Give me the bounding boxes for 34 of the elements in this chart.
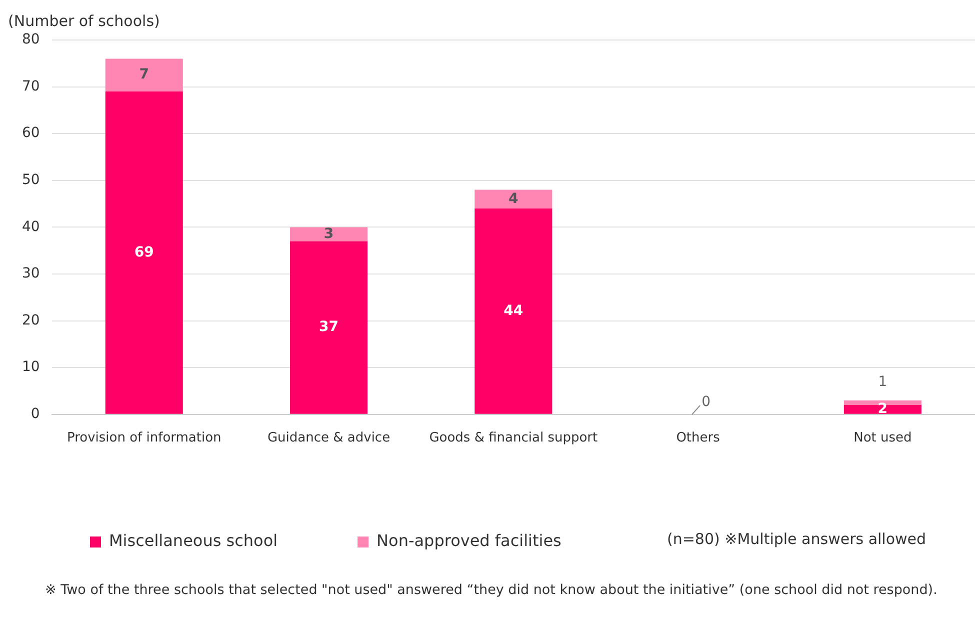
- y-tick-label: 60: [22, 125, 40, 142]
- data-label: 37: [319, 319, 339, 336]
- x-tick-label: Goods & financial support: [429, 430, 598, 446]
- x-tick-label: Others: [676, 430, 720, 446]
- bar: [290, 241, 368, 414]
- data-label: 1: [878, 374, 888, 390]
- x-tick-label: Provision of information: [66, 430, 222, 446]
- y-tick-label: 40: [22, 218, 40, 235]
- y-tick-label: 30: [22, 266, 40, 282]
- x-tick-label: Guidance & advice: [267, 430, 390, 446]
- data-label: 44: [504, 302, 524, 319]
- data-label: 2: [878, 401, 888, 418]
- legend-label: Non-approved facilities: [376, 531, 562, 550]
- data-label: 7: [139, 66, 150, 83]
- data-label: 4: [508, 190, 519, 207]
- data-label: 0: [702, 394, 711, 410]
- text: (n=80) ※Multiple answers allowed: [667, 530, 926, 548]
- bar: [474, 190, 552, 208]
- bar: [290, 227, 368, 242]
- y-axis-title: (Number of schools): [8, 12, 160, 30]
- bar: [105, 58, 183, 92]
- y-tick-label: 10: [22, 359, 40, 376]
- y-tick-label: 20: [22, 312, 40, 328]
- data-label: 69: [134, 244, 154, 260]
- legend-label: Miscellaneous school: [109, 531, 278, 550]
- data-label: 3: [324, 226, 334, 242]
- y-tick-label: 50: [22, 172, 40, 188]
- y-tick-label: 80: [22, 32, 40, 48]
- bar: [474, 208, 552, 414]
- y-tick-label: 70: [22, 78, 40, 94]
- bar: [105, 91, 183, 414]
- y-tick-label: 0: [30, 406, 40, 422]
- x-tick-label: Not used: [854, 430, 912, 446]
- text: ※ Two of the three schools that selected "not used" answered “they did not know about the initiative” (one school did not respond).: [45, 582, 938, 598]
